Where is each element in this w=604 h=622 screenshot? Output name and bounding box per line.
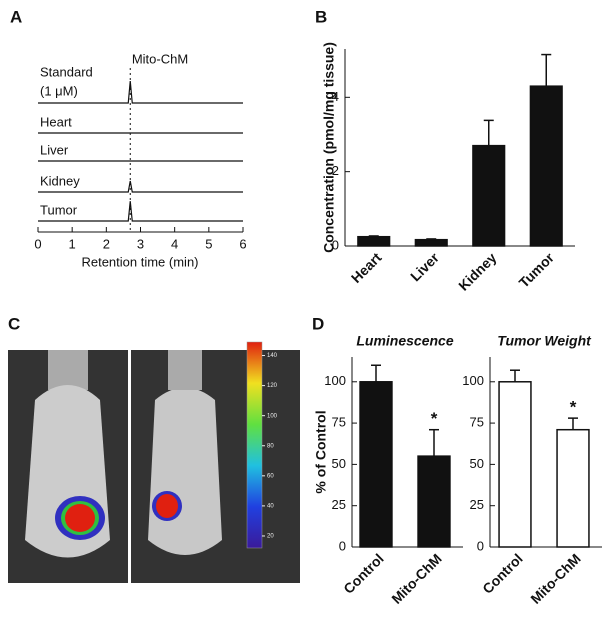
x-tick-label: 5 xyxy=(205,236,212,251)
x-tick-label: 1 xyxy=(69,236,76,251)
y-tick-label: 75 xyxy=(470,415,484,430)
colorbar-tick-label: 40 xyxy=(267,503,274,509)
x-tick-label: Liver xyxy=(407,249,442,284)
panel-letter: D xyxy=(312,314,324,333)
y-tick-label: 25 xyxy=(470,497,484,512)
x-axis-label: Retention time (min) xyxy=(81,254,198,269)
significance-mark: * xyxy=(570,398,577,417)
y-tick-label: 0 xyxy=(339,538,346,553)
colorbar-tick-label: 60 xyxy=(267,473,274,479)
colorbar-tick-label: 20 xyxy=(267,534,274,540)
x-tick-label: Mito-ChM xyxy=(527,550,583,606)
trace-label: Liver xyxy=(40,142,69,157)
y-tick-label: 50 xyxy=(470,456,484,471)
trace-label: Kidney xyxy=(40,173,80,188)
x-tick-label: Heart xyxy=(348,249,385,286)
bar xyxy=(529,85,563,247)
bar xyxy=(556,428,590,548)
colorbar-tick-label: 80 xyxy=(267,443,274,449)
x-tick-label: 6 xyxy=(239,236,246,251)
bar xyxy=(498,381,532,548)
significance-mark: * xyxy=(431,409,438,428)
panel-title: Tumor Weight xyxy=(497,333,592,349)
y-axis-label: % of Control xyxy=(313,410,329,493)
y-tick-label: 50 xyxy=(332,456,346,471)
x-tick-label: Tumor xyxy=(516,249,558,291)
trace-label: Tumor xyxy=(40,202,78,217)
x-tick-label: 3 xyxy=(137,236,144,251)
trace xyxy=(38,80,243,104)
y-tick-label: 100 xyxy=(462,373,484,388)
y-tick-label: 25 xyxy=(332,497,346,512)
y-tick-label: 2 xyxy=(332,163,339,178)
bar xyxy=(357,235,391,247)
bar xyxy=(417,455,451,548)
trace-note: (1 μM) xyxy=(40,83,78,98)
mouse-images xyxy=(8,341,300,583)
x-tick-label: Kidney xyxy=(455,249,499,293)
trace xyxy=(38,201,243,222)
panel-letter: B xyxy=(315,7,327,26)
panel-letter: C xyxy=(8,314,20,333)
x-tick-label: 4 xyxy=(171,236,178,251)
y-axis-label: Concentration (pmol/mg tissue) xyxy=(321,42,337,253)
bar xyxy=(472,144,506,247)
y-tick-label: 100 xyxy=(324,373,346,388)
y-tick-label: 75 xyxy=(332,415,346,430)
x-tick-label: 2 xyxy=(103,236,110,251)
trace-label: Standard xyxy=(40,64,93,79)
x-tick-label: Control xyxy=(479,550,526,597)
y-tick-label: 0 xyxy=(477,538,484,553)
trace-label: Heart xyxy=(40,114,72,129)
bar xyxy=(359,381,393,548)
colorbar-tick-label: 120 xyxy=(267,383,278,389)
y-tick-label: 0 xyxy=(332,237,339,252)
colorbar-tick-label: 140 xyxy=(267,353,278,359)
x-tick-label: Control xyxy=(340,550,387,597)
bar xyxy=(414,238,448,247)
trace xyxy=(38,180,243,193)
panel-letter: A xyxy=(10,7,22,26)
annotation: Mito-ChM xyxy=(132,51,188,66)
x-tick-label: 0 xyxy=(34,236,41,251)
panel-title: Luminescence xyxy=(356,333,453,349)
colorbar-tick-label: 100 xyxy=(267,413,278,419)
y-tick-label: 4 xyxy=(332,89,339,104)
x-tick-label: Mito-ChM xyxy=(388,550,444,606)
